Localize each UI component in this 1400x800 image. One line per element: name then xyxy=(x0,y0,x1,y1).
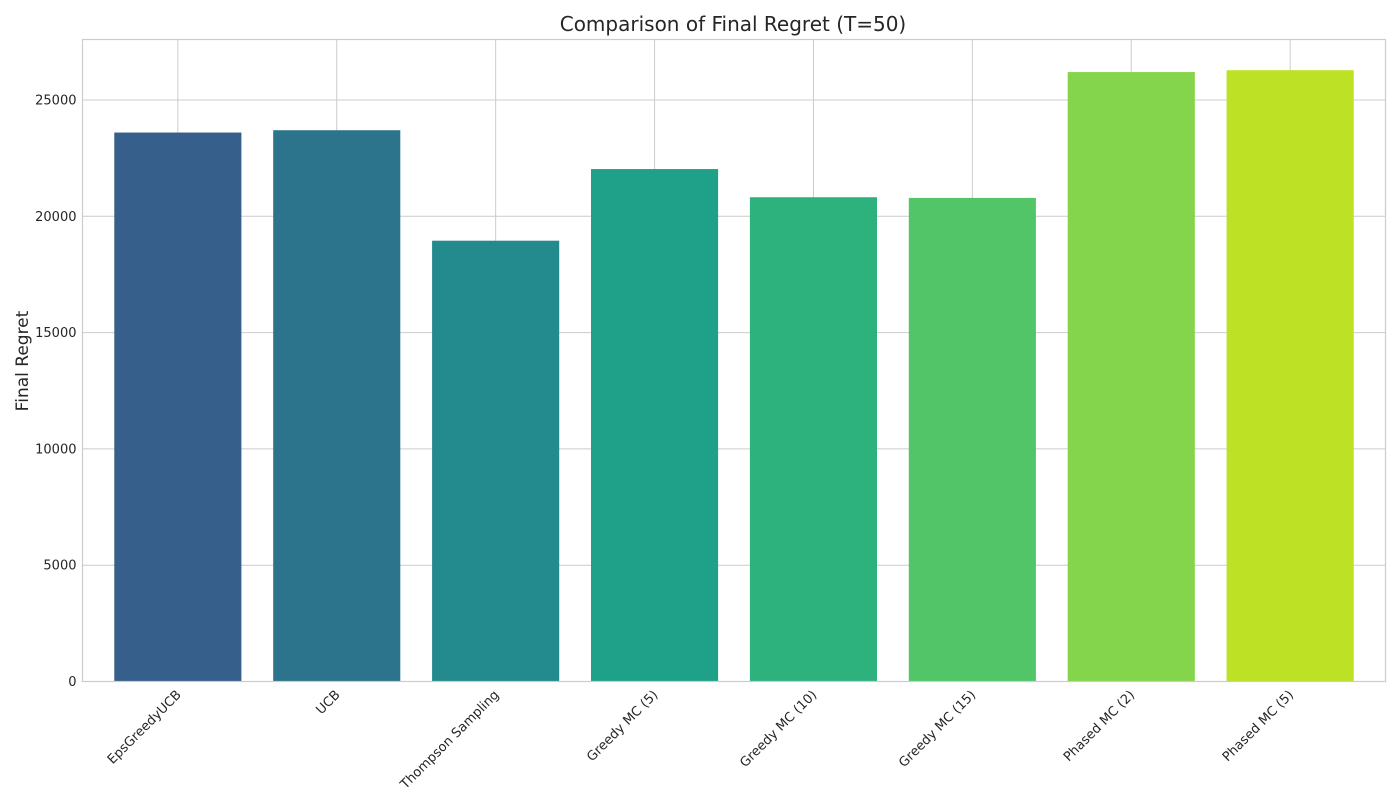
bars xyxy=(114,70,1354,682)
bar xyxy=(432,240,560,682)
x-tick-label: Phased MC (5) xyxy=(1220,688,1297,765)
y-tick-label: 20000 xyxy=(35,210,76,225)
bar xyxy=(114,132,242,682)
x-tick-label: Thompson Sampling xyxy=(397,688,502,793)
chart-title: Comparison of Final Regret (T=50) xyxy=(560,12,907,36)
plot-frame xyxy=(81,38,1387,683)
y-tick-label: 0 xyxy=(68,675,76,690)
x-tick-label: EpsGreedyUCB xyxy=(105,688,185,768)
y-tick-labels: 0 5000 10000 15000 20000 25000 xyxy=(35,93,76,690)
y-tick-label: 5000 xyxy=(43,559,76,574)
y-tick-label: 10000 xyxy=(35,442,76,457)
x-tick-label: Greedy MC (5) xyxy=(584,688,661,765)
bar xyxy=(908,197,1036,682)
x-tick-label: Phased MC (2) xyxy=(1061,688,1138,765)
bar xyxy=(273,130,401,682)
bar xyxy=(749,197,878,682)
x-tick-label: Greedy MC (15) xyxy=(896,688,979,771)
x-tick-labels: EpsGreedyUCB UCB Thompson Sampling Greedy M… xyxy=(105,688,1297,793)
bar xyxy=(1067,72,1195,682)
x-tick-label: UCB xyxy=(314,688,344,718)
y-tick-label: 25000 xyxy=(35,93,76,108)
y-tick-label: 15000 xyxy=(35,326,76,341)
bar xyxy=(590,169,719,682)
y-axis-label: Final Regret xyxy=(13,310,33,411)
x-tick-label: Greedy MC (10) xyxy=(737,688,820,771)
bar xyxy=(1226,70,1354,682)
